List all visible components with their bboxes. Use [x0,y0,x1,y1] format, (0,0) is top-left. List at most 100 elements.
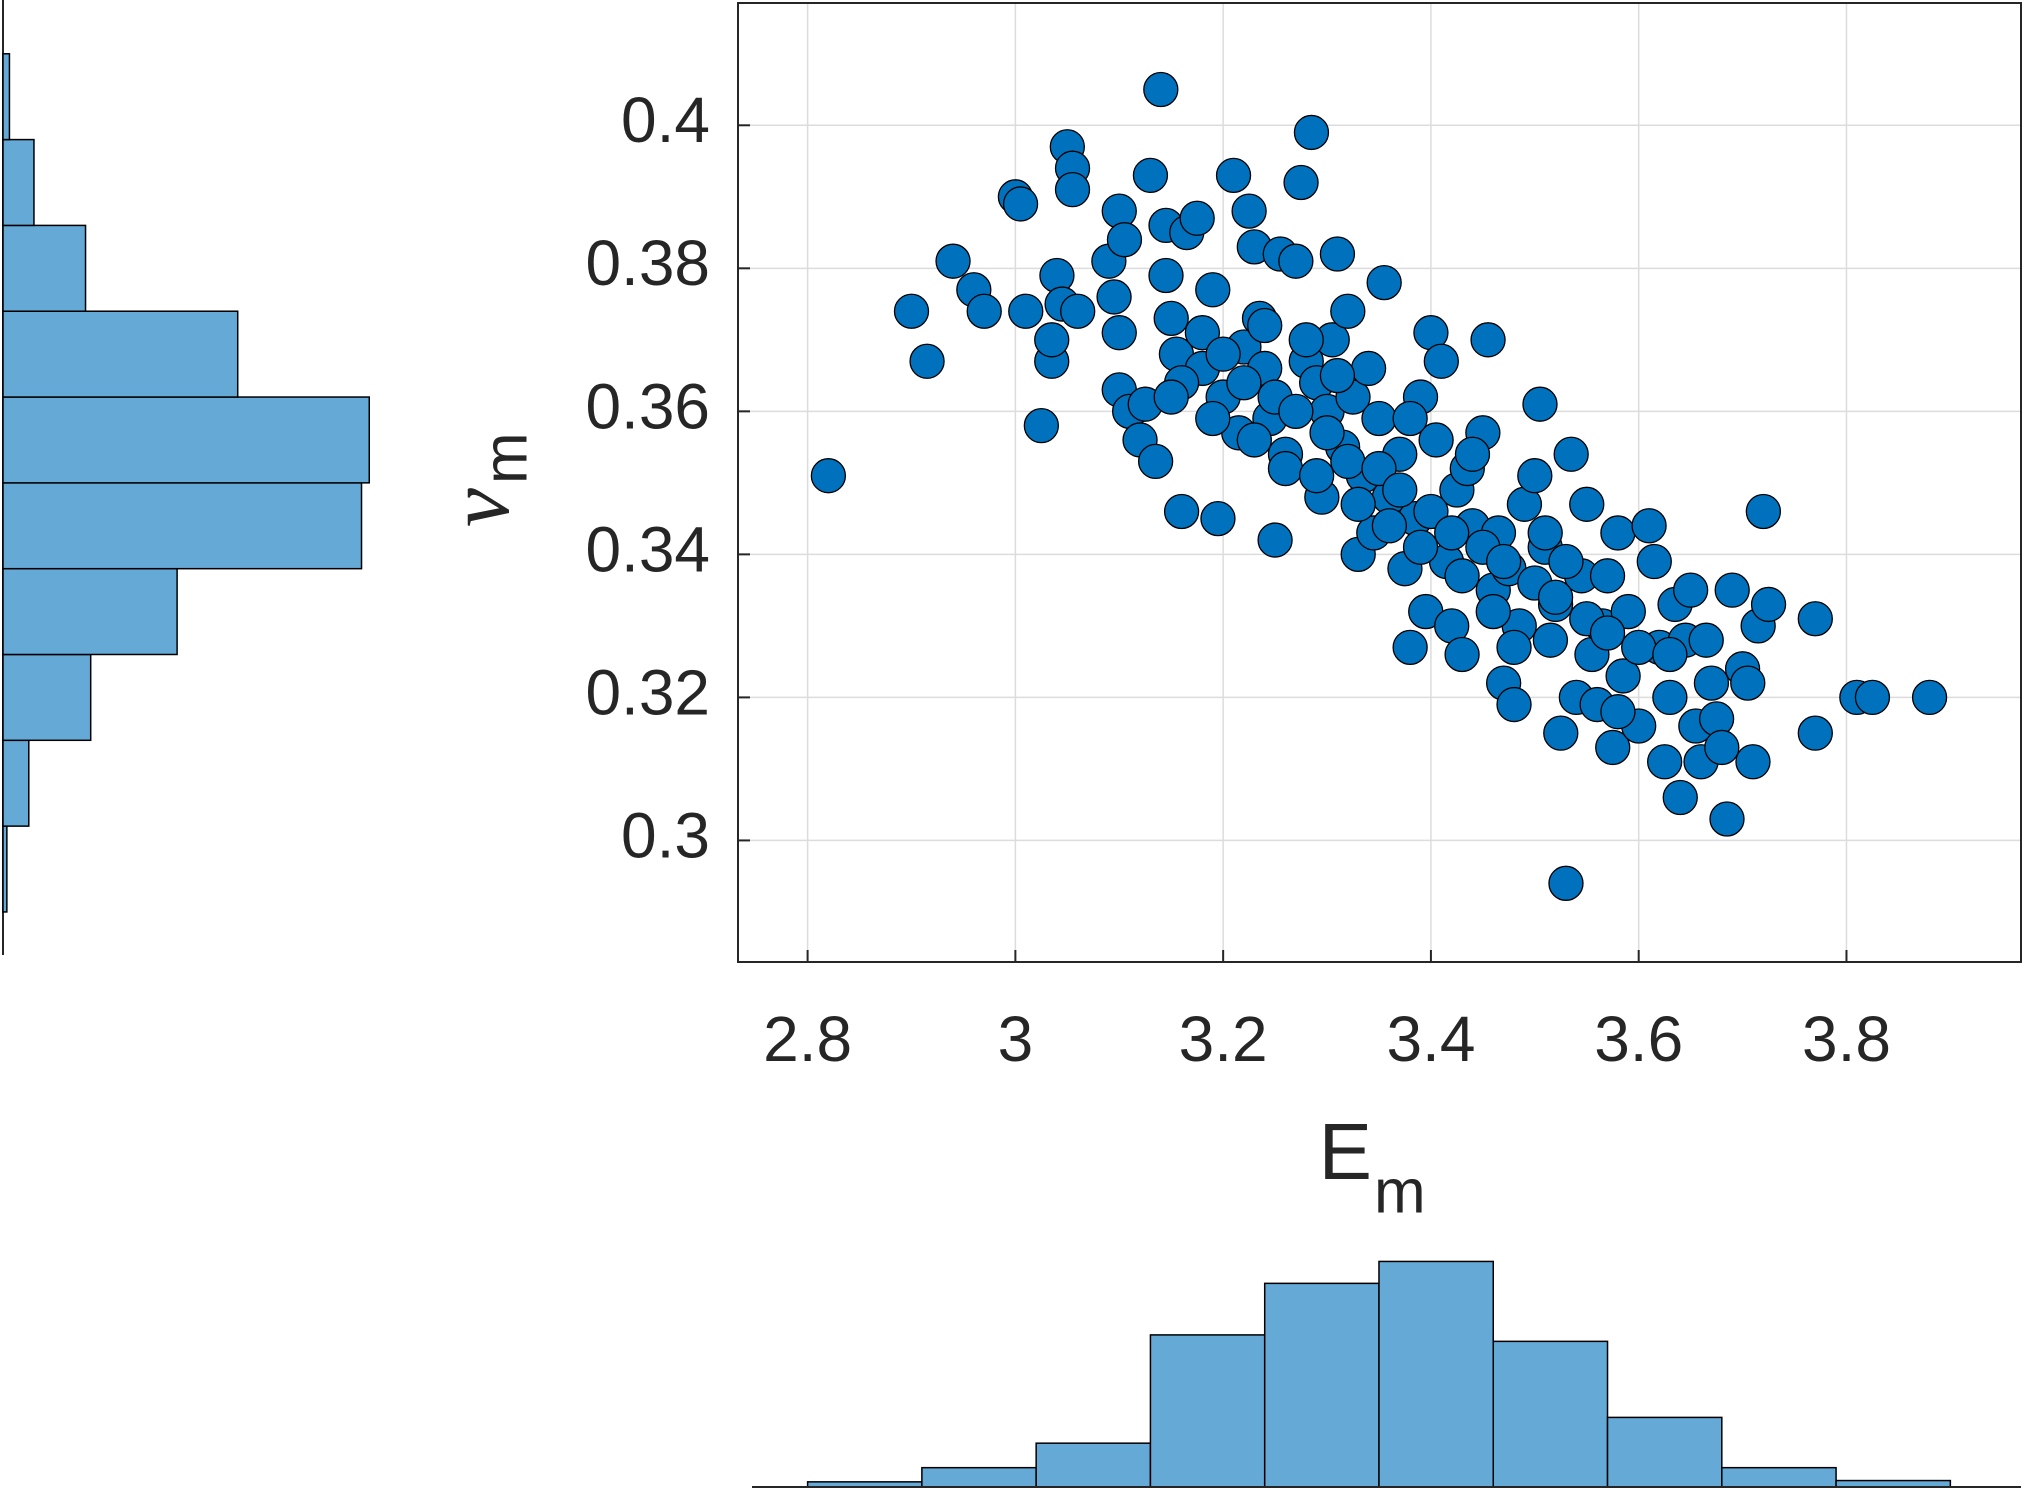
point [1309,415,1345,451]
point [1537,579,1574,615]
point [1366,264,1402,301]
point [1402,529,1439,565]
point [1008,293,1044,329]
point [1226,365,1262,401]
point [1101,315,1137,351]
point [1610,593,1646,630]
bar [1606,1416,1723,1488]
point [1184,315,1221,351]
point [1148,257,1184,294]
bar [2,310,239,398]
point [1522,386,1558,422]
point [1636,543,1672,580]
y-tick-label: 0.32 [585,656,710,728]
point [1621,629,1657,665]
x-label-sub: m [1374,1157,1426,1226]
y-label-main: ν [431,487,528,527]
y-tick-label: 0.3 [621,799,710,871]
point [1704,729,1740,766]
x-tick-label: 3 [998,1003,1034,1075]
point [1236,422,1272,458]
bar [921,1466,1037,1488]
point [1350,350,1387,387]
point [1215,157,1252,193]
point [1693,665,1730,701]
point [1911,679,1948,716]
point [1662,779,1698,816]
x-tick-label: 3.8 [1802,1003,1891,1075]
point [935,243,971,279]
point [1132,157,1169,193]
bar [2,224,87,312]
point [1060,293,1096,329]
plot-frame [737,2,2022,963]
y-tick-label: 0.4 [621,84,710,156]
point [1283,164,1319,201]
point [909,343,945,379]
y-tick-label: 0.34 [585,513,710,585]
point [1444,558,1480,594]
y-tick-label: 0.38 [585,227,710,299]
point [1517,458,1553,494]
point [1278,393,1314,429]
point [1382,472,1418,508]
point [1418,422,1454,458]
point [1319,236,1356,272]
point [1137,443,1174,480]
point [1034,322,1070,358]
point [1532,622,1569,658]
point [1054,172,1091,208]
bar [1263,1282,1380,1488]
bar [1721,1466,1837,1488]
point [810,458,847,494]
point [1195,400,1231,437]
point [1163,493,1200,530]
point [1298,458,1335,494]
point [1361,450,1397,487]
x-tick-label: 3.4 [1386,1003,1475,1075]
point [1205,336,1241,372]
point [1553,436,1589,472]
point [1600,694,1636,730]
point [1179,200,1215,236]
point [1548,543,1584,580]
bar [2,482,363,570]
point [1267,450,1304,487]
point [1548,865,1584,901]
point [1605,658,1641,694]
point [1200,500,1236,537]
point [1392,400,1428,437]
bar [2,567,178,656]
point [1454,436,1491,472]
point [1195,272,1231,308]
bar [2,653,92,742]
point [1672,572,1709,608]
x-tick-label: 2.8 [763,1003,852,1075]
point [1143,71,1179,108]
point [1153,379,1189,415]
point [1750,586,1787,623]
point [1002,186,1039,222]
point [1745,493,1782,530]
point [893,293,930,329]
point [1709,801,1745,837]
point [1631,508,1667,544]
point [1496,686,1532,723]
point [1319,357,1356,394]
point [1797,715,1833,751]
point [1361,400,1397,437]
point [1797,601,1833,637]
bar [2,396,371,484]
point [1371,508,1408,544]
bar [2,739,30,827]
point [1288,322,1324,358]
y-axis-label: ν m [431,432,540,527]
point [1423,343,1459,379]
point [1652,679,1688,716]
bar [2,138,35,227]
point [1485,543,1522,580]
bar [2,53,11,141]
point [1153,300,1189,337]
point [1434,515,1470,551]
point [1589,558,1626,594]
